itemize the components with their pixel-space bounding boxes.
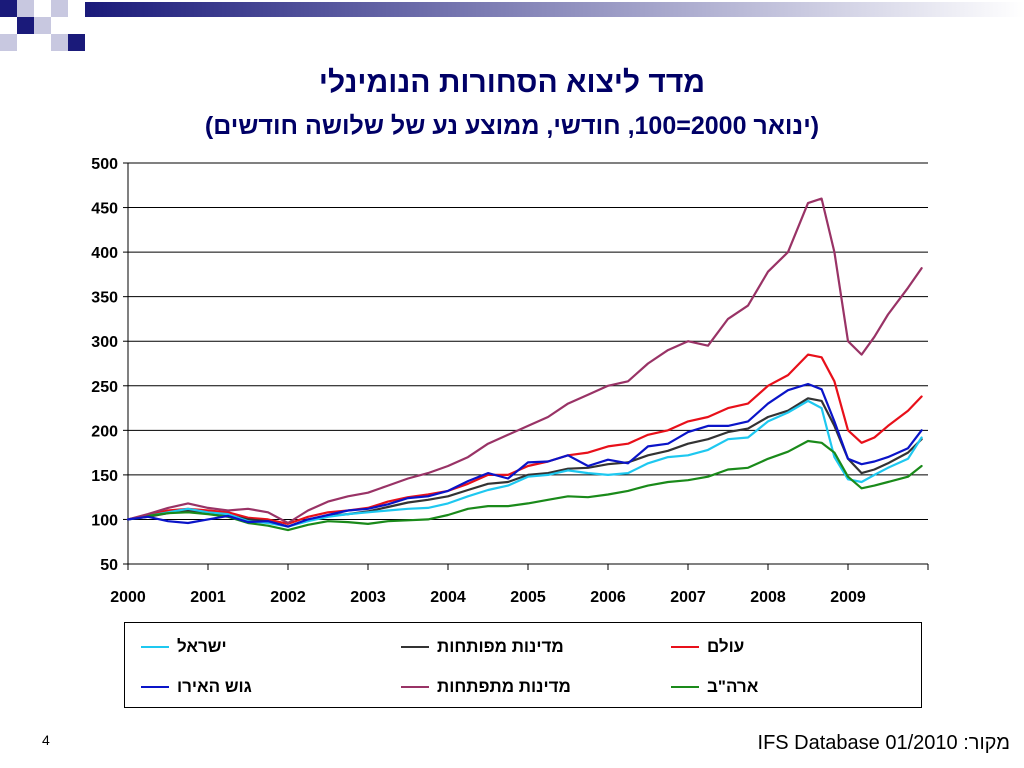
- legend-swatch: [141, 686, 169, 688]
- legend-label: מדינות מפותחות: [437, 637, 564, 656]
- series-line-5: [126, 382, 923, 528]
- legend-label: עולם: [707, 637, 745, 656]
- y-tick-label: 200: [91, 423, 118, 440]
- legend-label: מדינות מתפתחות: [437, 677, 571, 696]
- legend-label: ארה"ב: [707, 677, 759, 696]
- legend-item: מדינות מפותחות: [401, 633, 651, 661]
- legend-item: מדינות מתפתחות: [401, 673, 651, 701]
- legend-label: גוש האירו: [177, 677, 252, 696]
- series-line-3: [126, 439, 923, 532]
- legend-item: ארה"ב: [671, 673, 921, 701]
- x-tick-label: 2003: [350, 589, 386, 606]
- x-tick-label: 2004: [430, 589, 466, 606]
- x-tick-label: 2009: [830, 589, 866, 606]
- legend-item: עולם: [671, 633, 921, 661]
- x-tick-label: 2002: [270, 589, 306, 606]
- y-tick-label: 450: [91, 201, 118, 218]
- plot-area: [128, 163, 928, 564]
- y-tick-label: 100: [91, 512, 118, 529]
- line-chart: 50 100 150 200 250 300 350 400 450 500 2000 2001 200…: [91, 156, 929, 606]
- y-tick-label: 400: [91, 245, 118, 262]
- x-tick-label: 2008: [750, 589, 786, 606]
- y-tick-label: 350: [91, 290, 118, 307]
- legend-swatch: [141, 646, 169, 648]
- legend-swatch: [401, 686, 429, 688]
- y-tick-label: 50: [100, 557, 118, 574]
- legend-label: ישראל: [177, 637, 227, 656]
- decorative-squares: [0, 0, 1024, 51]
- y-tick-label: 500: [91, 156, 118, 173]
- series-line-2: [126, 399, 923, 528]
- page-number: 4: [42, 732, 50, 748]
- legend-item: גוש האירו: [141, 673, 391, 701]
- source-note: מקור: IFS Database 01/2010: [757, 732, 1010, 754]
- y-tick-label: 300: [91, 334, 118, 351]
- chart-legend: עולם מדינות מפותחות ישראל ארה"ב מדינות מתפתח…: [124, 622, 922, 708]
- x-tick-label: 2007: [670, 589, 706, 606]
- chart-subtitle: (ינואר 2000=100, חודשי, ממוצע נע של שלוש…: [204, 112, 820, 140]
- y-tick-label: 150: [91, 468, 118, 485]
- legend-item: ישראל: [141, 633, 391, 661]
- legend-swatch: [401, 646, 429, 648]
- legend-swatch: [671, 646, 699, 648]
- legend-swatch: [671, 686, 699, 688]
- series-line-4: [126, 197, 923, 525]
- chart-title: מדד ליצוא הסחורות הנומינלי: [318, 66, 706, 99]
- y-tick-label: 250: [91, 379, 118, 396]
- x-tick-label: 2005: [510, 589, 546, 606]
- x-tick-label: 2000: [110, 589, 146, 606]
- x-tick-label: 2006: [590, 589, 626, 606]
- x-tick-label: 2001: [190, 589, 226, 606]
